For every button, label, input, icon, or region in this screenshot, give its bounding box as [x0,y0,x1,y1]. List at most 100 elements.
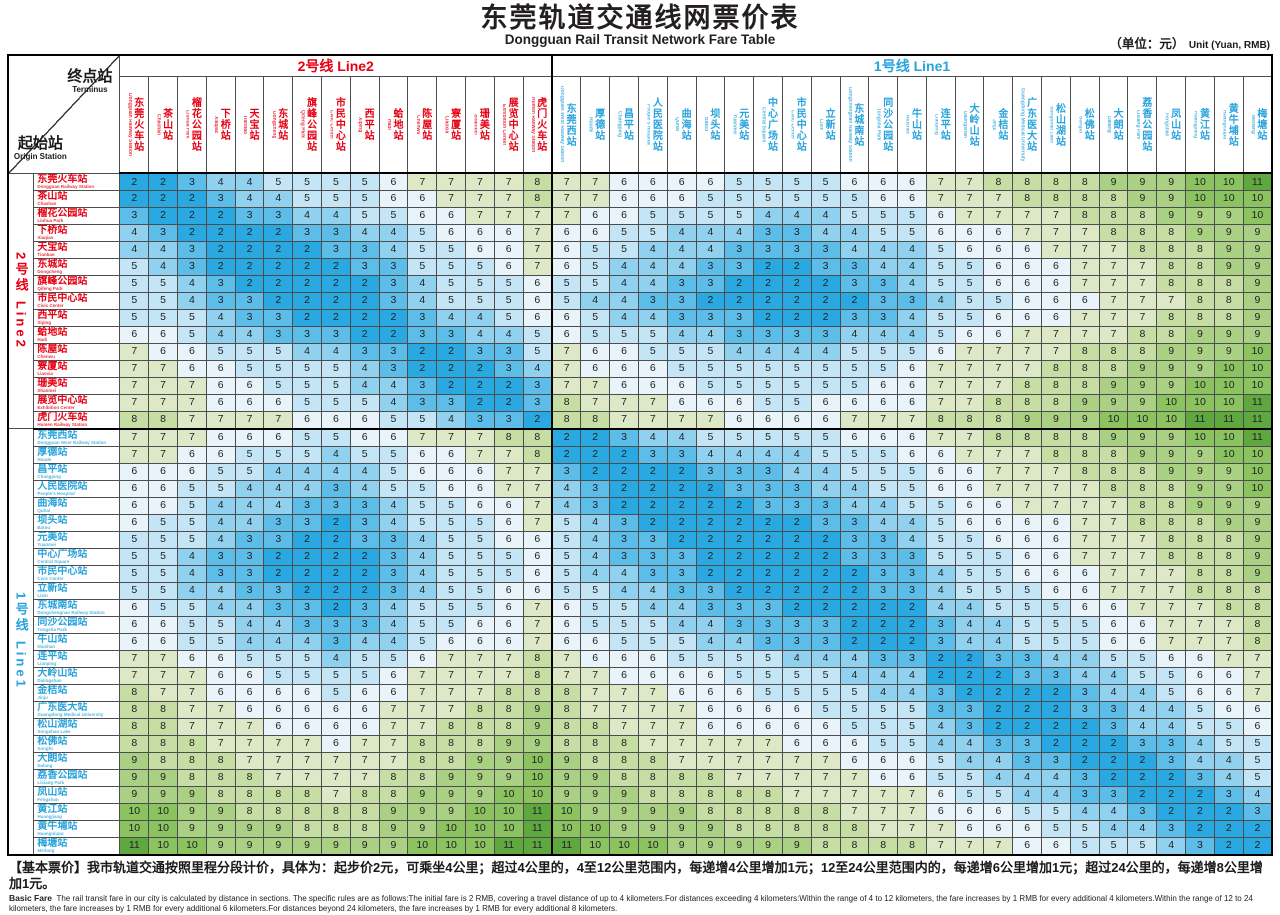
fare-cell: 2 [724,513,755,532]
fare-cell: 4 [868,666,899,685]
fare-cell: 6 [1213,683,1244,702]
fare-cell: 7 [292,751,322,770]
fare-cell: 5 [320,359,351,378]
fare-cell: 7 [1012,479,1043,498]
fare-cell: 8 [1185,513,1215,532]
fare-cell: 4 [464,325,495,344]
row-header-station: 陈屋站 Chenwu [33,342,121,361]
fare-cell: 9 [551,785,582,804]
fare-cell: 6 [580,342,611,361]
fare-cell: 5 [925,768,956,787]
fare-cell: 8 [1156,257,1187,276]
fare-cell: 3 [292,496,322,515]
fare-cell: 4 [378,240,409,259]
fare-cell: 4 [810,462,841,481]
fare-cell: 2 [522,410,554,430]
row-header-station: 市民中心站 Civic Center [33,564,121,583]
fare-cell: 4 [810,206,841,225]
fare-cell: 6 [349,717,380,736]
fare-cell: 3 [781,479,812,498]
fare-cell: 7 [1185,598,1215,617]
fare-cell: 5 [292,445,322,464]
row-header-station: 下桥站 Xiaqiao [33,223,121,242]
fare-cell: 6 [983,496,1014,515]
fare-cell: 4 [1127,819,1158,838]
fare-cell: 5 [839,683,870,702]
fare-cell: 8 [177,734,207,753]
fare-cell: 6 [1242,700,1273,719]
fare-cell: 8 [119,410,150,430]
fare-cell: 6 [464,479,495,498]
fare-cell: 8 [522,189,554,208]
table-row: 元美站 Yuanmei 5 5 5 4 3 3 2 2 3 3 4 5 5 6 6 5 4 3 3 2 2 2 2 2 2 3 3 4 5 5… [8,530,1273,549]
fare-cell: 6 [522,547,554,566]
fare-cell: 3 [320,632,351,651]
fare-cell: 6 [1069,581,1100,600]
fare-cell: 2 [1041,717,1071,736]
fare-cell: 7 [1069,530,1100,549]
fare-cell: 10 [119,819,150,838]
fare-cell: 3 [695,308,726,327]
fare-cell: 9 [1185,206,1215,225]
fare-cell: 3 [925,615,956,634]
fare-cell: 6 [464,632,495,651]
fare-cell: 2 [292,240,322,259]
fare-cell: 8 [983,428,1014,447]
fare-cell: 7 [1156,598,1187,617]
fare-cell: 2 [148,172,178,191]
fare-cell: 8 [810,836,841,855]
fare-cell: 3 [839,530,870,549]
fare-cell: 9 [1242,564,1273,583]
unit-note-zh: （单位：元） [1109,37,1185,51]
row-header-station: 天宝站 Tianbao [33,240,121,259]
fare-cell: 5 [320,393,351,412]
fare-cell: 10 [1242,445,1273,464]
fare-cell: 6 [753,717,783,736]
fare-cell: 9 [1127,172,1158,191]
fare-cell: 8 [1069,172,1100,191]
fare-cell: 3 [1098,717,1129,736]
fare-cell: 7 [1069,223,1100,242]
fare-cell: 4 [551,496,582,515]
fare-cell: 6 [954,513,985,532]
fare-cell: 7 [119,666,150,685]
fare-cell: 10 [1156,393,1187,412]
fare-cell: 3 [407,393,438,412]
fare-cell: 7 [1098,325,1129,344]
fare-cell: 2 [320,564,351,583]
fare-cell: 2 [349,274,380,293]
fare-cell: 6 [868,428,899,447]
row-header-station: 榴花公园站 Liuhua Park [33,206,121,225]
fare-cell: 4 [292,462,322,481]
fare-cell: 3 [868,274,899,293]
fare-cell: 7 [724,768,755,787]
fare-cell: 8 [1069,376,1100,395]
fare-cell: 7 [983,479,1014,498]
page-title: 东莞轨道交通线网票价表 [480,3,800,33]
fare-cell: 8 [119,700,150,719]
fare-cell: 4 [868,496,899,515]
fare-cell: 3 [609,547,639,566]
fare-cell: 4 [263,615,294,634]
fare-cell: 6 [493,598,524,617]
fare-cell: 7 [983,189,1014,208]
fare-cell: 6 [666,172,697,191]
fare-cell: 7 [666,717,697,736]
fare-cell: 4 [292,632,322,651]
fare-cell: 4 [753,445,783,464]
fare-cell: 5 [609,615,639,634]
fare-cell: 4 [695,632,726,651]
fare-cell: 7 [205,410,236,430]
fare-cell: 8 [637,785,668,804]
fare-cell: 5 [148,513,178,532]
fare-cell: 3 [205,564,236,583]
fare-cell: 7 [551,376,582,395]
fare-cell: 7 [609,700,639,719]
fare-cell: 5 [119,308,150,327]
fare-cell: 4 [724,445,755,464]
fare-cell: 7 [407,428,438,447]
table-row: 市民中心站 Civic Center 5 5 4 3 3 2 2 2 2 3 4 5 5 5 6 5 4 4 3 3 2 2 2… [8,291,1273,310]
fare-cell: 3 [263,581,294,600]
fare-cell: 4 [320,462,351,481]
fare-cell: 2 [205,257,236,276]
